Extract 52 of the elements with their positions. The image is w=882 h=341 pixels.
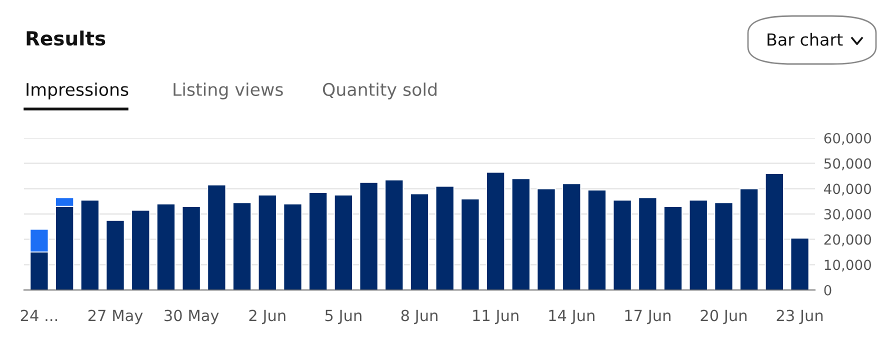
y-tick-label: 0: [824, 284, 832, 296]
bar: [587, 189, 607, 290]
y-tick-label: 40,000: [824, 184, 872, 196]
x-tick-label: 27 May: [88, 310, 143, 324]
bar: [232, 202, 252, 290]
bar: [714, 202, 734, 290]
bar: [182, 206, 202, 290]
x-tick-label: 17 Jun: [625, 310, 670, 324]
bar: [359, 182, 378, 290]
x-tick-label: 14 Jun: [549, 310, 594, 324]
bar: [80, 200, 100, 290]
bar: [410, 193, 430, 290]
bar: [308, 192, 328, 290]
x-tick-label: 23 Jun: [776, 310, 823, 324]
bar: [663, 206, 683, 290]
x-tick-label: 2 Jun: [249, 310, 286, 324]
bar: [511, 178, 531, 290]
bar: [258, 194, 278, 290]
bar: [207, 184, 226, 290]
bar: [612, 200, 632, 290]
bar: [688, 200, 708, 290]
y-tick-label: 30,000: [824, 208, 872, 221]
bar: [739, 188, 759, 290]
bar: [790, 238, 810, 290]
text: Impressions: [26, 82, 128, 100]
bar: [764, 172, 784, 290]
text: Quantity sold: [322, 82, 436, 100]
bar: [283, 203, 302, 290]
bar: [562, 183, 582, 290]
text: Listing views: [174, 82, 283, 100]
bar: [435, 186, 455, 290]
x-tick-label: 30 May: [164, 310, 219, 324]
bar: [536, 188, 556, 290]
y-tick-label: 20,000: [824, 234, 872, 246]
x-tick-label: 24 ...: [20, 310, 57, 322]
x-tick-label: 8 Jun: [401, 310, 438, 324]
bar: [486, 172, 506, 290]
y-tick-label: 50,000: [824, 158, 872, 170]
x-tick-label: 11 Jun: [473, 310, 518, 324]
bar: [384, 179, 404, 290]
bar: [130, 210, 150, 290]
bar: [106, 220, 125, 290]
x-tick-label: 5 Jun: [325, 310, 362, 324]
text: Bar chart: [768, 32, 843, 46]
bar: [334, 194, 354, 290]
bar: [638, 196, 658, 290]
y-tick-label: 60,000: [824, 132, 872, 145]
chart-title: Results: [26, 30, 106, 46]
bar: [156, 203, 176, 290]
y-tick-label: 10,000: [824, 260, 872, 272]
bar: [460, 198, 480, 290]
x-tick-label: 20 Jun: [700, 310, 747, 324]
